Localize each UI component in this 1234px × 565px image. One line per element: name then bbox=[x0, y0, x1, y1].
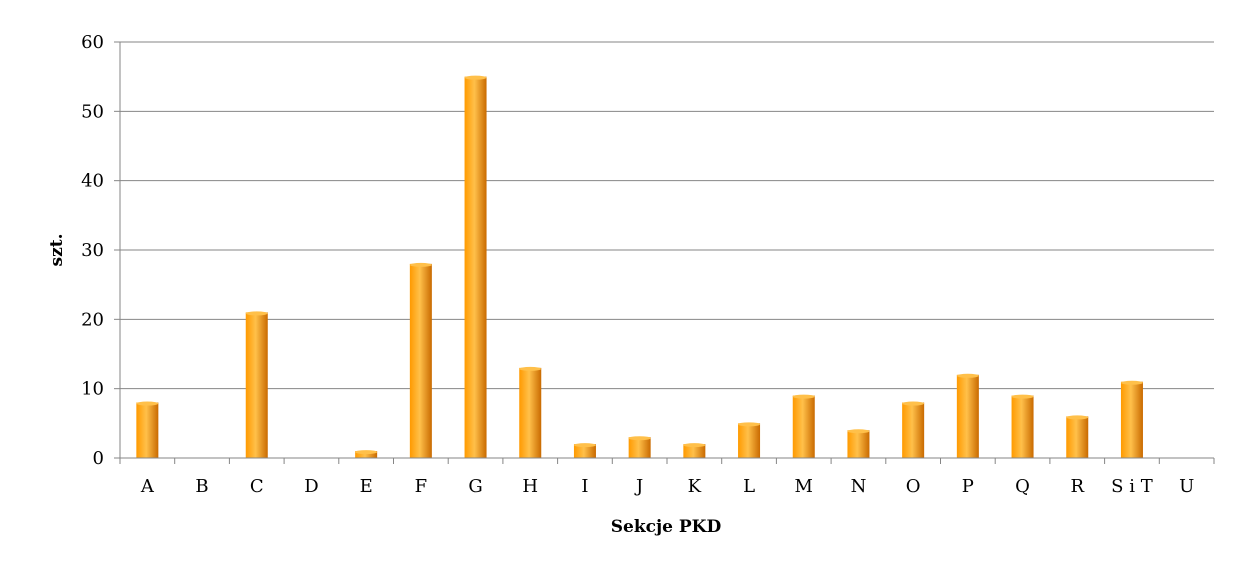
bar-body-s-i-t bbox=[1120, 381, 1143, 458]
bar-body-e bbox=[355, 451, 378, 458]
bar-cap-s-i-t bbox=[1120, 380, 1143, 385]
bar-body-i bbox=[573, 444, 596, 458]
x-tick-label-c: C bbox=[250, 476, 264, 497]
x-tick-label-h: H bbox=[522, 476, 538, 497]
x-tick-label-o: O bbox=[906, 476, 921, 497]
bar-cap-e bbox=[355, 450, 378, 455]
x-axis-title: Sekcje PKD bbox=[611, 517, 722, 537]
bar-body-a bbox=[136, 402, 159, 458]
bar-body-n bbox=[847, 430, 870, 458]
bar-s-i-t bbox=[1120, 380, 1143, 458]
bar-cap-k bbox=[683, 443, 706, 448]
bar-f bbox=[409, 262, 432, 458]
bar-body-l bbox=[738, 423, 761, 458]
bar-body-c bbox=[245, 312, 268, 458]
bar-body-p bbox=[956, 374, 979, 458]
bar-r bbox=[1066, 415, 1089, 458]
bar-cap-n bbox=[847, 429, 870, 434]
bar-cap-l bbox=[738, 422, 761, 427]
x-tick-label-g: G bbox=[468, 476, 482, 497]
x-tick-label-n: N bbox=[851, 476, 867, 497]
bar-h bbox=[519, 366, 542, 458]
y-axis-title: szt. bbox=[47, 234, 67, 267]
bar-cap-p bbox=[956, 373, 979, 378]
bar-c bbox=[245, 311, 268, 458]
x-tick-label-u: U bbox=[1179, 476, 1194, 497]
y-tick-label-50: 50 bbox=[81, 101, 104, 122]
y-tick-label-30: 30 bbox=[81, 240, 104, 261]
y-tick-label-60: 60 bbox=[81, 32, 104, 53]
bar-cap-j bbox=[628, 436, 651, 441]
bar-body-k bbox=[683, 444, 706, 458]
bars bbox=[136, 75, 1143, 459]
bar-l bbox=[738, 422, 761, 458]
bar-e bbox=[355, 450, 378, 458]
bar-q bbox=[1011, 394, 1034, 458]
y-tick-label-40: 40 bbox=[81, 171, 104, 192]
bar-cap-c bbox=[245, 311, 268, 316]
bar-cap-q bbox=[1011, 394, 1034, 399]
bar-body-o bbox=[902, 402, 925, 458]
x-tick-label-k: K bbox=[688, 476, 702, 497]
gridlines bbox=[120, 41, 1214, 390]
bar-body-m bbox=[792, 395, 815, 458]
x-tick-label-d: D bbox=[304, 476, 318, 497]
bar-a bbox=[136, 401, 159, 458]
x-tick-label-r: R bbox=[1070, 476, 1084, 497]
x-tick-label-l: L bbox=[743, 476, 755, 497]
bar-body-h bbox=[519, 367, 542, 458]
bar-g bbox=[464, 75, 487, 459]
tick-labels: 0 10 20 30 40 50 60 A B C D E F G H I J K L M N O P Q R S i T U bbox=[81, 32, 1194, 497]
bar-body-q bbox=[1011, 395, 1034, 458]
bar-body-r bbox=[1066, 416, 1089, 458]
bar-i bbox=[573, 443, 596, 458]
bar-j bbox=[628, 436, 651, 458]
bar-k bbox=[683, 443, 706, 458]
x-tick-label-f: F bbox=[415, 476, 428, 497]
bar-cap-i bbox=[573, 443, 596, 448]
bar-m bbox=[792, 394, 815, 458]
bar-p bbox=[956, 373, 979, 458]
x-tick-label-j: J bbox=[634, 476, 643, 497]
y-tick-label-0: 0 bbox=[93, 448, 104, 469]
x-tick-label-m: M bbox=[795, 476, 813, 497]
bar-cap-f bbox=[409, 262, 432, 267]
x-tick-label-b: B bbox=[195, 476, 208, 497]
bar-cap-m bbox=[792, 394, 815, 399]
bar-cap-a bbox=[136, 401, 159, 406]
axes bbox=[114, 41, 1215, 464]
bar-o bbox=[902, 401, 925, 458]
bar-body-f bbox=[409, 263, 432, 458]
x-tick-label-a: A bbox=[140, 476, 155, 497]
y-tick-label-20: 20 bbox=[81, 309, 104, 330]
x-tick-label-p: P bbox=[962, 476, 974, 497]
bar-cap-h bbox=[519, 366, 542, 371]
x-tick-label-i: I bbox=[581, 476, 588, 497]
bar-n bbox=[847, 429, 870, 458]
bar-body-g bbox=[464, 76, 487, 459]
bar-cap-g bbox=[464, 75, 487, 80]
bar-cap-o bbox=[902, 401, 925, 406]
y-tick-label-10: 10 bbox=[81, 379, 104, 400]
bar-body-j bbox=[628, 437, 651, 458]
bar-cap-r bbox=[1066, 415, 1089, 420]
x-tick-label-q: Q bbox=[1015, 476, 1030, 497]
x-tick-label-e: E bbox=[360, 476, 373, 497]
x-tick-label-s-i-t: S i T bbox=[1111, 476, 1153, 497]
